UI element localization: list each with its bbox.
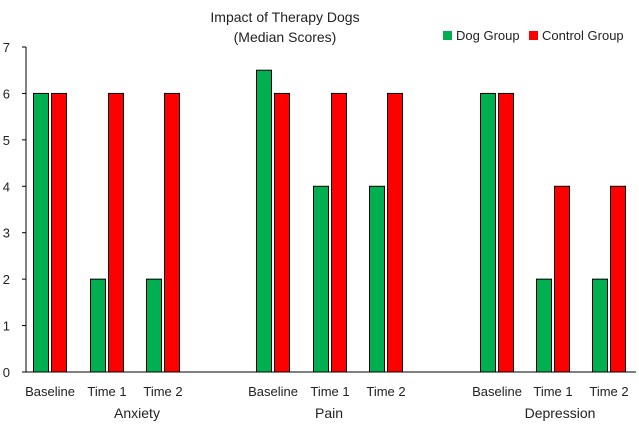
bar-control-group xyxy=(164,92,180,373)
x-tick-label: Time 1 xyxy=(310,384,349,399)
chart-subtitle: (Median Scores) xyxy=(234,29,337,45)
group-label: Anxiety xyxy=(114,405,160,421)
x-tick-label: Time 1 xyxy=(87,384,126,399)
bar-control-group xyxy=(498,92,514,373)
bar-control-group xyxy=(108,92,124,373)
bar-dog-group xyxy=(369,185,385,373)
legend-label-dog-group: Dog Group xyxy=(456,28,520,43)
bar-control-group xyxy=(51,92,67,373)
bar-dog-group xyxy=(33,92,49,373)
x-tick-label: Time 1 xyxy=(533,384,572,399)
x-tick-label: Time 2 xyxy=(589,384,628,399)
bar-control-group xyxy=(554,185,570,373)
group-labels: Anxiety Pain Depression xyxy=(114,405,595,421)
bar-dog-group xyxy=(536,278,552,373)
y-tick-label: 2 xyxy=(3,272,10,287)
x-tick-label: Baseline xyxy=(472,384,522,399)
y-tick-label: 5 xyxy=(3,133,10,148)
bar-dog-group xyxy=(480,92,496,373)
y-tick-label: 1 xyxy=(3,319,10,334)
bar-dog-group xyxy=(313,185,329,373)
group-label: Pain xyxy=(315,405,343,421)
y-tick-label: 6 xyxy=(3,86,10,101)
bar-dog-group xyxy=(256,69,272,373)
legend-label-control-group: Control Group xyxy=(542,28,624,43)
legend-swatch-control-group xyxy=(529,31,538,40)
x-tick-label: Time 2 xyxy=(143,384,182,399)
legend: Dog Group Control Group xyxy=(443,28,624,43)
legend-swatch-dog-group xyxy=(443,31,452,40)
bar-control-group xyxy=(610,185,626,373)
y-tick-label: 4 xyxy=(3,179,10,194)
chart-title: Impact of Therapy Dogs xyxy=(210,9,359,25)
bars xyxy=(33,69,626,373)
bar-control-group xyxy=(331,92,347,373)
bar-control-group xyxy=(387,92,403,373)
bar-dog-group xyxy=(592,278,608,373)
x-tick-label: Baseline xyxy=(25,384,75,399)
bar-dog-group xyxy=(90,278,106,373)
x-axis-labels: Baseline Time 1 Time 2 Baseline Time 1 Time 2… xyxy=(25,384,629,399)
group-label: Depression xyxy=(525,405,596,421)
y-tick-label: 0 xyxy=(3,365,10,380)
x-tick-label: Baseline xyxy=(248,384,298,399)
y-tick-label: 3 xyxy=(3,226,10,241)
bar-control-group xyxy=(274,92,290,373)
y-tick-label: 7 xyxy=(3,40,10,55)
x-tick-label: Time 2 xyxy=(366,384,405,399)
y-axis-ticks: 0 1 2 3 4 5 6 7 xyxy=(3,40,26,380)
bar-dog-group xyxy=(146,278,162,373)
